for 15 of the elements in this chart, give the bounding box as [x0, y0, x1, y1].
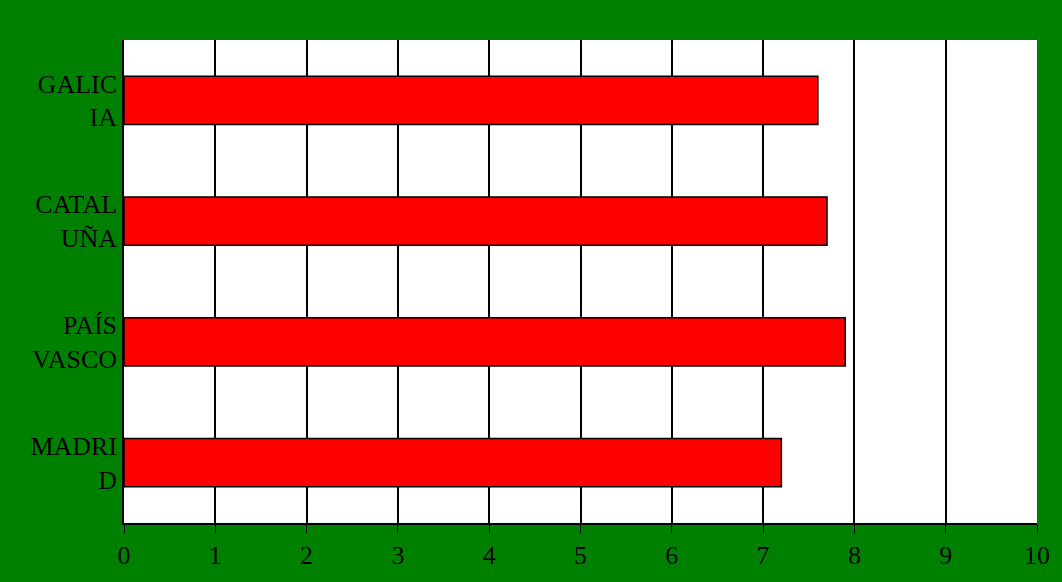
x-tick-label: 3 — [391, 540, 405, 570]
y-tick-label: PAÍS VASCO — [32, 311, 118, 374]
x-tick-label: 9 — [939, 540, 953, 570]
x-tick-label: 1 — [208, 540, 222, 570]
x-tick-label: 4 — [482, 540, 496, 570]
x-tick-label: 2 — [300, 540, 314, 570]
x-tick-label: 7 — [756, 540, 770, 570]
x-tick-label: 10 — [1024, 540, 1050, 570]
x-tick-label: 6 — [665, 540, 679, 570]
y-tick-label: GALICIA — [37, 69, 118, 133]
x-tick-label: 8 — [847, 540, 861, 570]
y-tick-label: MADRID — [30, 431, 118, 495]
y-tick-label: CATALUÑA — [35, 190, 118, 254]
x-tick-label: 5 — [574, 540, 587, 570]
x-tick-label: 0 — [117, 540, 131, 570]
